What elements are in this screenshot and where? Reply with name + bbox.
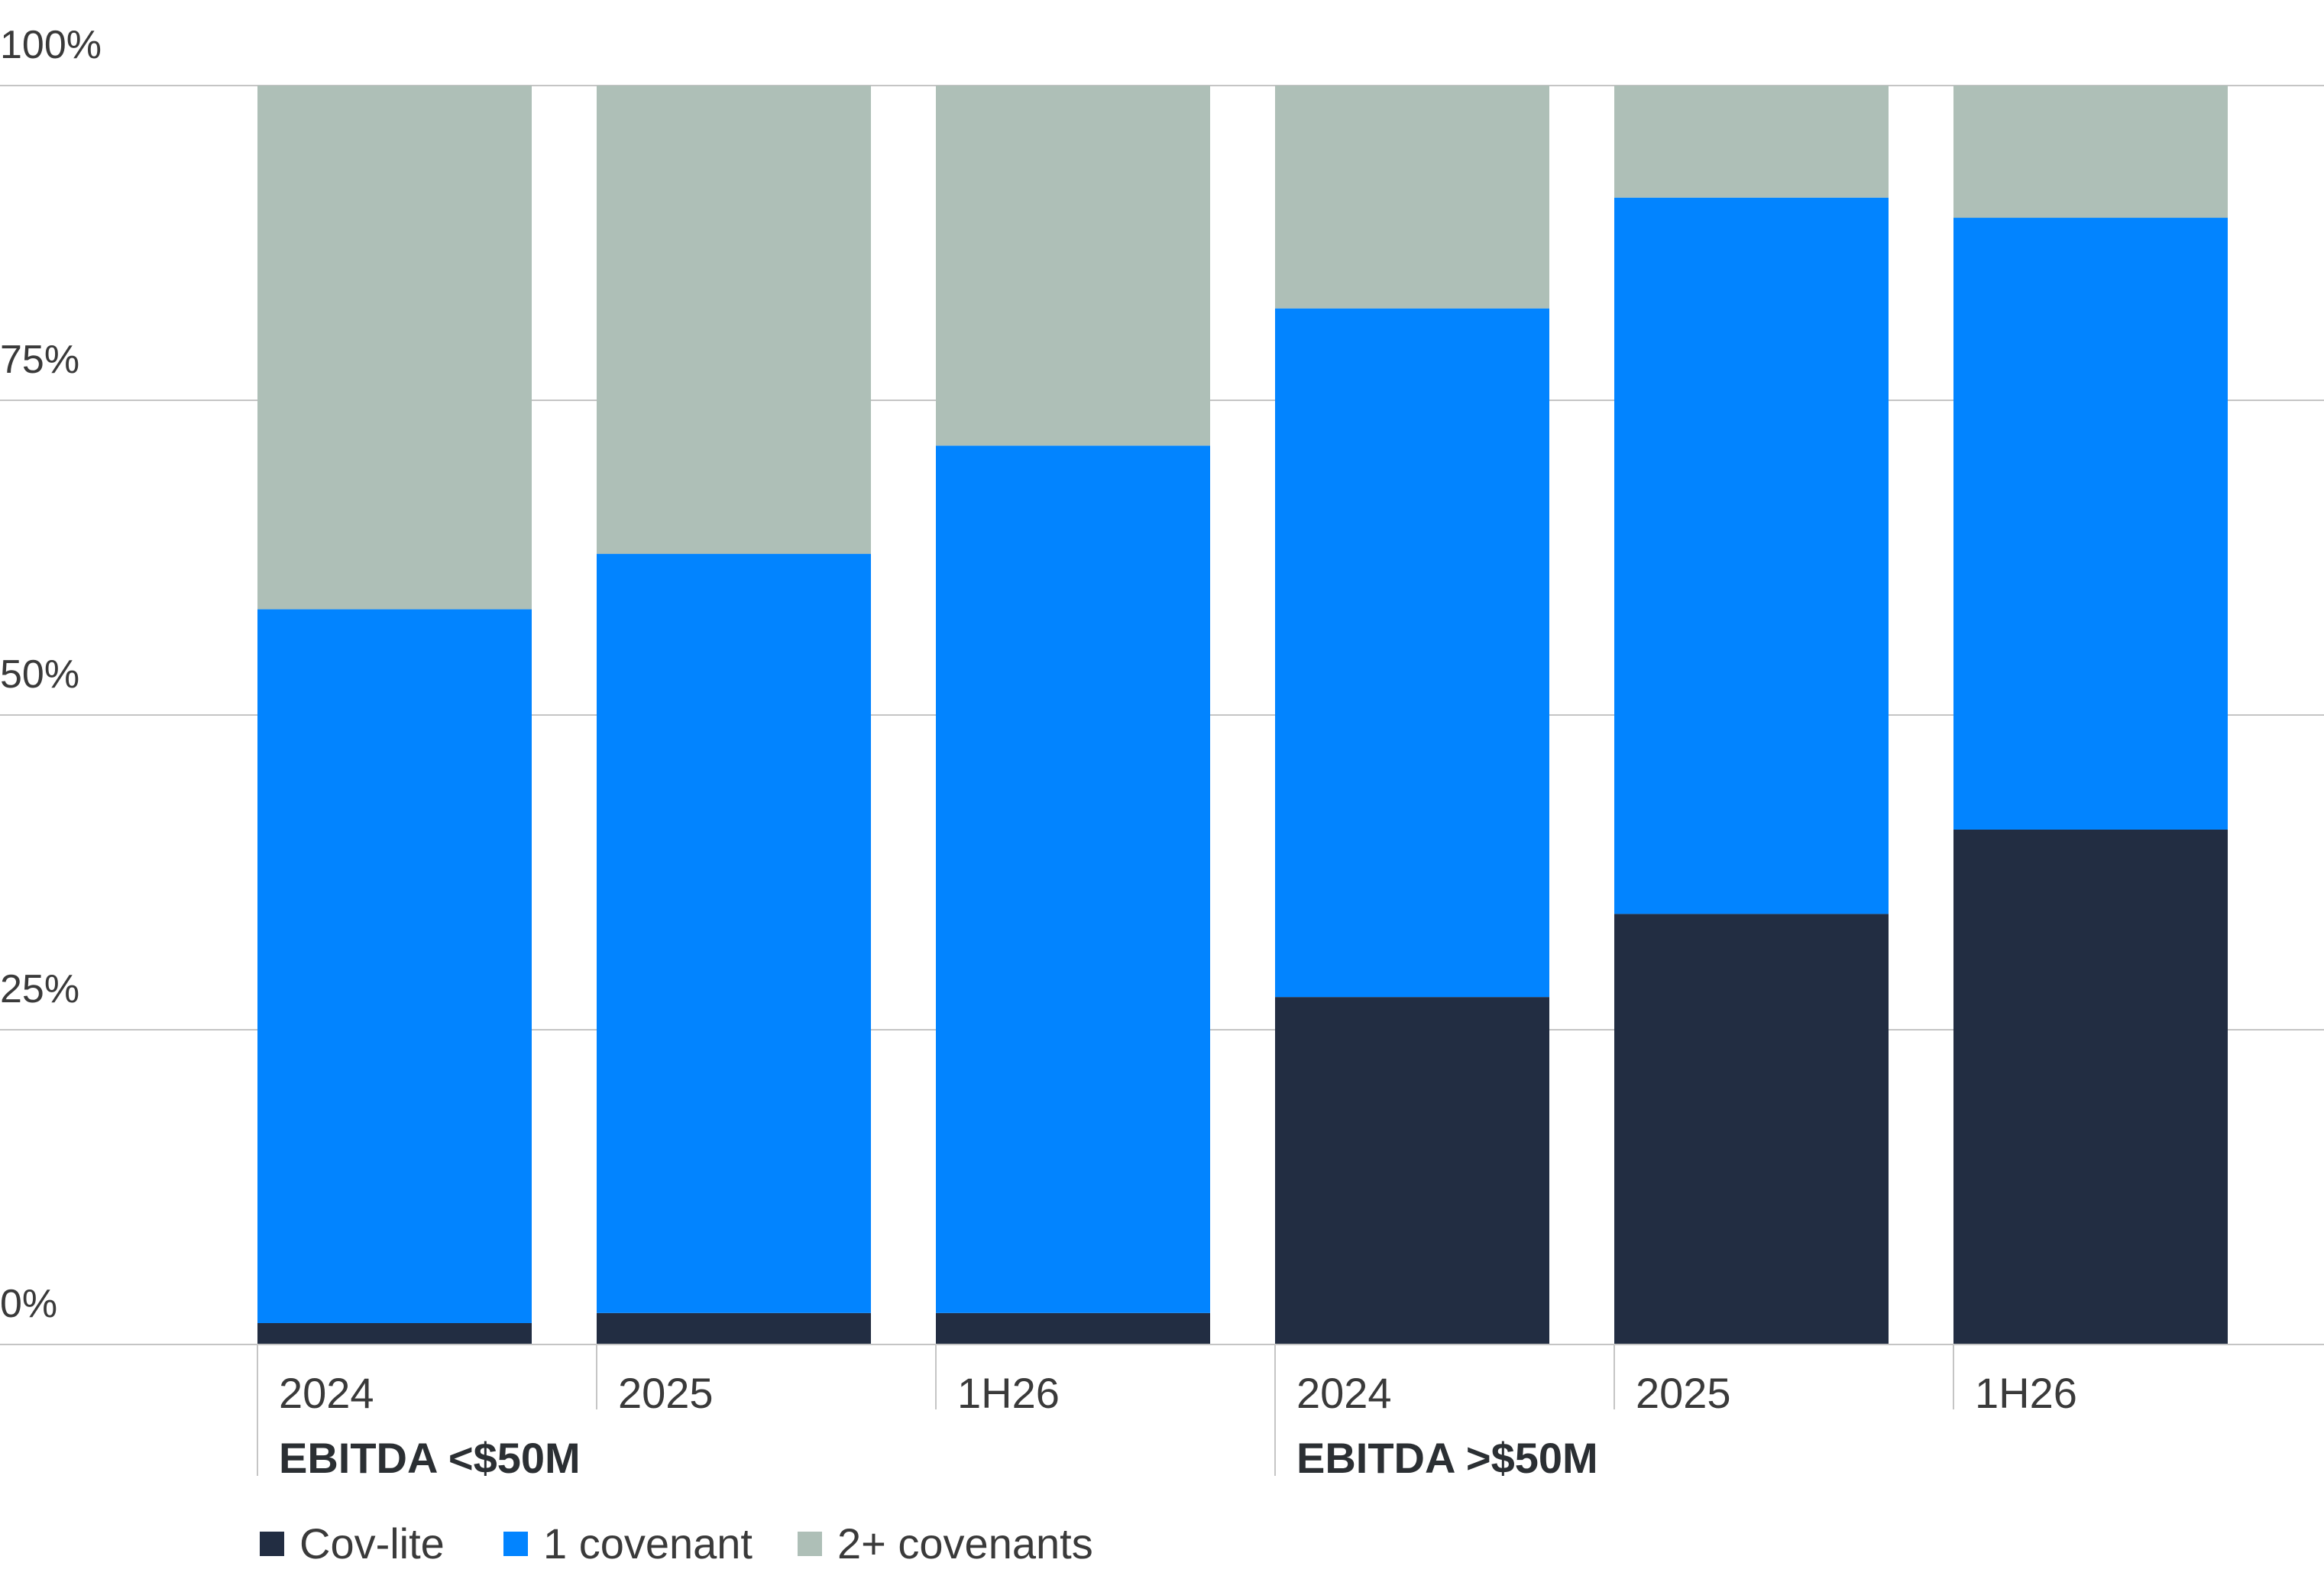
y-tick-label: 0% bbox=[0, 1282, 57, 1326]
bar-segment-2-covenants bbox=[597, 86, 871, 555]
bar-segment-2-covenants bbox=[936, 86, 1210, 446]
y-tick-label: 50% bbox=[0, 652, 79, 697]
bar-segment-1-covenant bbox=[1275, 308, 1549, 998]
legend-label: Cov-lite bbox=[299, 1519, 445, 1568]
bar-segment-cov-lite bbox=[936, 1312, 1210, 1344]
y-tick-label: 75% bbox=[0, 338, 79, 382]
legend-item: 2+ covenants bbox=[798, 1519, 1093, 1568]
bar-segment-2-covenants bbox=[257, 86, 532, 610]
y-tick-label: 100% bbox=[0, 23, 102, 67]
bars-layer bbox=[257, 86, 2228, 1344]
legend-swatch bbox=[798, 1532, 822, 1556]
bar-segment-1-covenant bbox=[257, 609, 532, 1323]
legend-item: 1 covenant bbox=[503, 1519, 753, 1568]
bar-segment-cov-lite bbox=[1953, 829, 2228, 1344]
x-tick-label: 2025 bbox=[618, 1369, 714, 1417]
legend-item: Cov-lite bbox=[260, 1519, 445, 1568]
legend-swatch bbox=[260, 1532, 284, 1556]
bar-segment-cov-lite bbox=[597, 1312, 871, 1344]
bar-segment-2-covenants bbox=[1614, 86, 1889, 198]
y-tick-label: 25% bbox=[0, 967, 79, 1011]
x-tick-label: 1H26 bbox=[1975, 1369, 2077, 1417]
bar-segment-2-covenants bbox=[1953, 86, 2228, 218]
group-label: EBITDA <$50M bbox=[279, 1434, 581, 1482]
bar-segment-2-covenants bbox=[1275, 86, 1549, 309]
axis-layer: 0% 25% 50% 75% 100% 2024 2025 1H26 2024 2025 1H26 E… bbox=[0, 23, 2324, 1482]
x-tick-label: 2024 bbox=[279, 1369, 374, 1417]
x-tick-label: 2024 bbox=[1296, 1369, 1392, 1417]
bar-segment-1-covenant bbox=[1614, 197, 1889, 914]
bar-segment-cov-lite bbox=[257, 1322, 532, 1344]
bar-segment-cov-lite bbox=[1275, 997, 1549, 1344]
group-label: EBITDA >$50M bbox=[1296, 1434, 1598, 1482]
legend: Cov-lite 1 covenant 2+ covenants bbox=[260, 1519, 1093, 1568]
x-tick-label: 1H26 bbox=[957, 1369, 1060, 1417]
x-tick-label: 2025 bbox=[1636, 1369, 1731, 1417]
bar-segment-cov-lite bbox=[1614, 914, 1889, 1344]
bar-segment-1-covenant bbox=[1953, 218, 2228, 830]
legend-label: 2+ covenants bbox=[837, 1519, 1093, 1568]
legend-label: 1 covenant bbox=[543, 1519, 753, 1568]
bar-segment-1-covenant bbox=[597, 554, 871, 1313]
bar-segment-1-covenant bbox=[936, 445, 1210, 1313]
legend-swatch bbox=[503, 1532, 528, 1556]
